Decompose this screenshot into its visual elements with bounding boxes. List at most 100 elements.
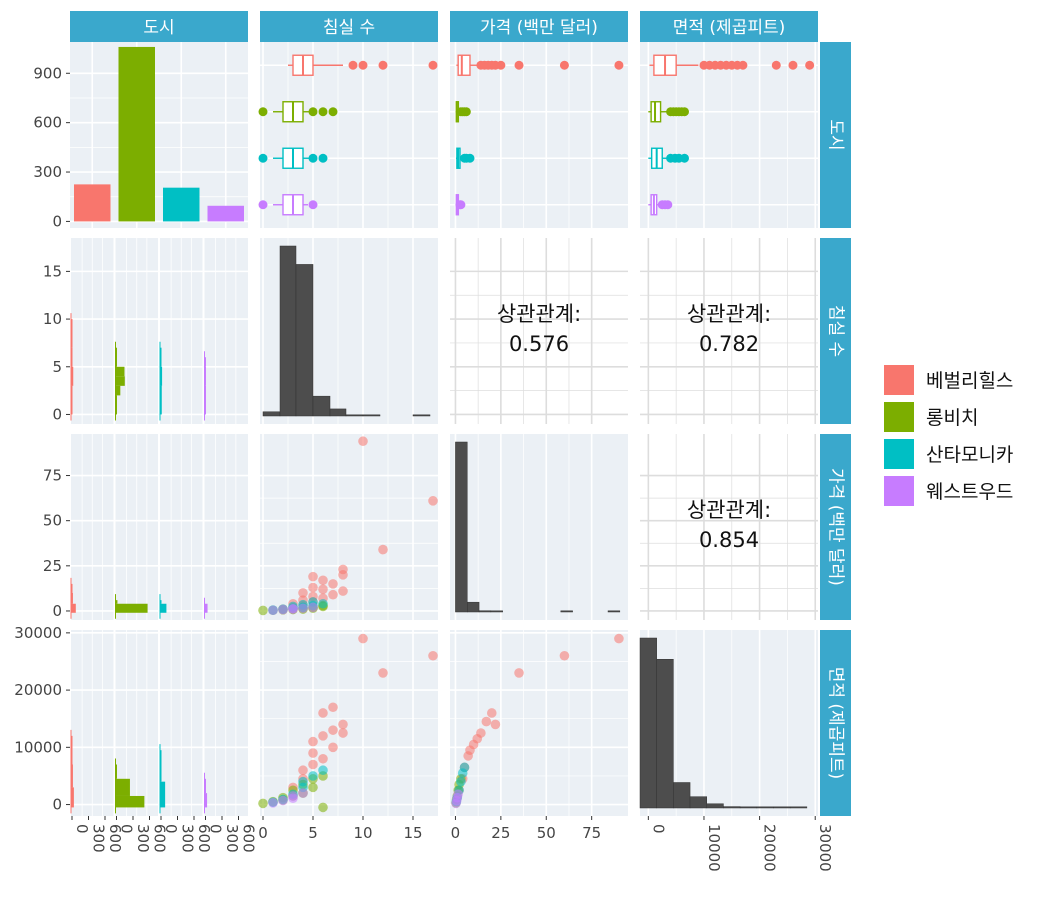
scatter-point [318,598,328,609]
scatter-point [258,605,268,616]
facet-divider [113,238,116,424]
bar-city-count [118,46,155,222]
facet-divider [69,630,71,816]
hist-bar [673,782,691,809]
scatter-point [308,736,318,747]
facet-hist-bar [115,376,125,386]
scatter-point [559,650,570,661]
scatter-point [308,571,318,582]
scatter-point [358,633,368,644]
scatter-point [278,604,288,615]
scatter-point [453,789,463,800]
hist-bar [490,610,503,613]
panel-bg [450,42,628,228]
panel-bg [640,238,818,424]
scatter-point [308,582,318,593]
scatter-point [338,728,348,738]
boxplot-outlier [805,60,815,70]
legend-key [884,365,914,395]
row-strip-label: 가격 (백만 달러) [826,468,846,586]
facet-hist-bar [71,735,73,765]
y-tick-label: 0 [52,405,62,423]
boxplot-price [456,54,624,76]
x-tick-label: 10 [353,824,372,842]
boxplot-outlier [680,107,689,117]
facet-divider [202,434,205,620]
hist-bar [689,796,707,809]
facet-hist-bar [71,347,73,367]
facet-divider [69,238,71,424]
facet-hist-bar [160,781,166,808]
column-strip [70,11,248,42]
boxplot-outlier [318,153,328,163]
x-tick-label: 300 [223,824,241,853]
legend-key [884,402,914,432]
row-strip [820,42,851,228]
facet-divider [69,434,71,620]
scatter-point [318,753,328,764]
boxplot-area [648,101,689,123]
y-tick-label: 50 [43,512,62,530]
legend-label: 산타모니카 [926,444,1013,466]
facet-hist-bar [115,385,121,396]
row-strip [820,630,851,816]
boxplot-outlier [308,200,318,210]
facet-hist-bar [115,603,148,613]
scatter-point [268,605,278,616]
row-strip [820,434,851,620]
facet-hist-bar [71,603,76,613]
legend-label: 롱비치 [926,407,978,429]
facet-divider [158,238,160,424]
y-tick-label: 5 [52,358,62,376]
y-tick-label: 0 [52,602,62,620]
scatter-point [308,748,318,758]
scatter-point [614,633,624,644]
boxplot-outlier [496,60,506,70]
x-tick-label: 600 [240,824,258,853]
boxplot-outlier [328,107,338,117]
scatter-point [428,650,438,661]
scatter-point [328,589,338,600]
panel-bg [450,238,628,424]
column-strip [260,11,438,42]
x-tick-label: 20000 [761,824,779,872]
y-tick-label: 25 [43,557,62,575]
panel-bg [640,434,818,620]
facet-hist-bar [160,366,163,386]
bar-city-count [163,187,200,222]
correlation-value: 0.782 [699,332,759,356]
scatter-point [278,795,288,806]
scatter-point [298,788,308,798]
boxplot-bedrooms [258,147,328,169]
scatter-point [328,725,338,735]
scatter-point [318,765,328,776]
facet-hist-bar [115,764,117,779]
facet-hist-bar [71,583,73,593]
scatter-point [338,719,348,730]
y-tick-label: 30000 [14,624,62,642]
boxplot-outlier [559,60,569,70]
boxplot-outlier [378,60,388,70]
x-tick-label: 0 [162,824,180,834]
hist-bar [789,806,808,809]
y-tick-label: 900 [33,64,62,82]
boxplot-outlier [663,200,673,210]
hist-bar [706,803,724,809]
boxplot-outlier [258,200,268,210]
facet-hist-bar [115,795,145,808]
scatter-point [338,586,348,596]
correlation-label: 상관관계: [497,302,581,326]
scatter-point [298,588,308,598]
boxplot-outlier [680,153,689,163]
y-tick-label: 20000 [14,681,62,699]
hist-bar [739,806,758,809]
row-strip-label: 침실 수 [826,305,846,357]
facet-hist-bar [204,778,206,794]
x-tick-label: 75 [582,824,601,842]
facet-hist-bar [160,600,162,604]
scatter-point [486,708,497,718]
scatter-point [268,798,278,808]
hist-bar [467,601,480,613]
hist-bar [312,395,331,417]
row-strip-label: 도시 [826,119,846,150]
